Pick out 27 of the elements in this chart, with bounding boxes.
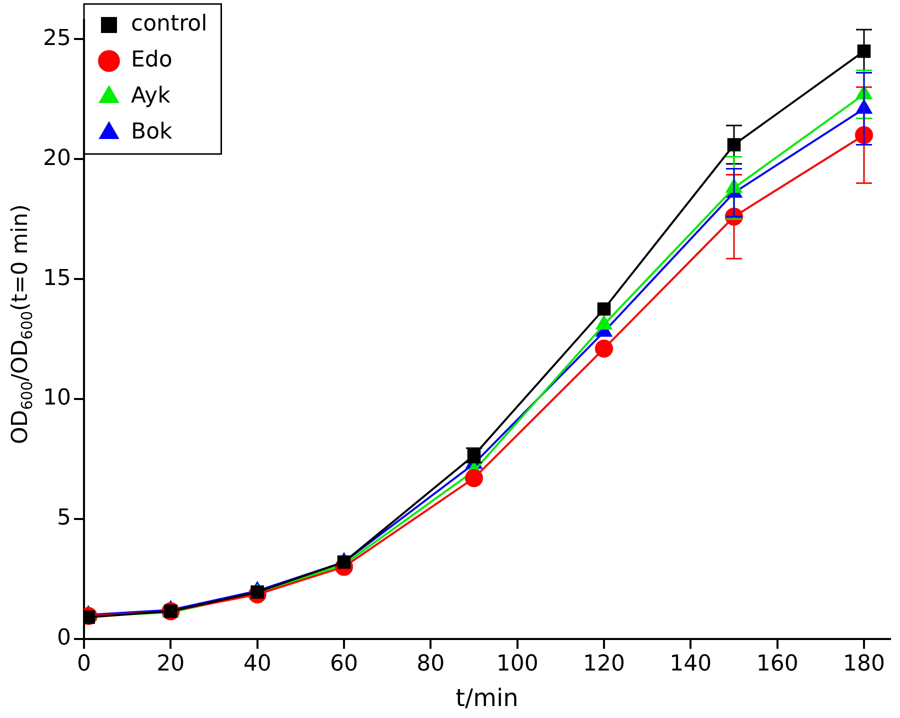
y-tick-label: 25 xyxy=(42,26,71,51)
x-tick-label: 180 xyxy=(843,652,885,677)
point xyxy=(857,44,871,58)
legend-label: control xyxy=(130,12,208,37)
legend-label: Edo xyxy=(130,48,172,73)
point xyxy=(595,340,613,358)
x-tick-label: 20 xyxy=(156,652,185,677)
y-tick-label: 0 xyxy=(56,626,71,651)
legend-label: Bok xyxy=(130,120,173,145)
x-tick-label: 160 xyxy=(756,652,798,677)
point xyxy=(597,302,611,316)
y-tick-label: 10 xyxy=(42,386,71,411)
legend-label: Ayk xyxy=(130,84,171,109)
point xyxy=(596,316,612,330)
y-tick-label: 20 xyxy=(42,146,71,171)
point xyxy=(464,469,483,488)
x-tick-label: 40 xyxy=(243,652,272,677)
y-tick-label: 15 xyxy=(42,266,71,291)
x-tick-label: 60 xyxy=(330,652,358,677)
x-tick-label: 0 xyxy=(76,652,91,677)
y-tick-label: 5 xyxy=(56,506,71,531)
x-tick-label: 120 xyxy=(583,652,625,677)
x-tick-label: 80 xyxy=(416,652,445,677)
x-tick-label: 100 xyxy=(496,652,538,677)
x-tick-label: 140 xyxy=(670,652,712,677)
point xyxy=(727,138,741,152)
x-axis-title: t/min xyxy=(456,684,518,712)
